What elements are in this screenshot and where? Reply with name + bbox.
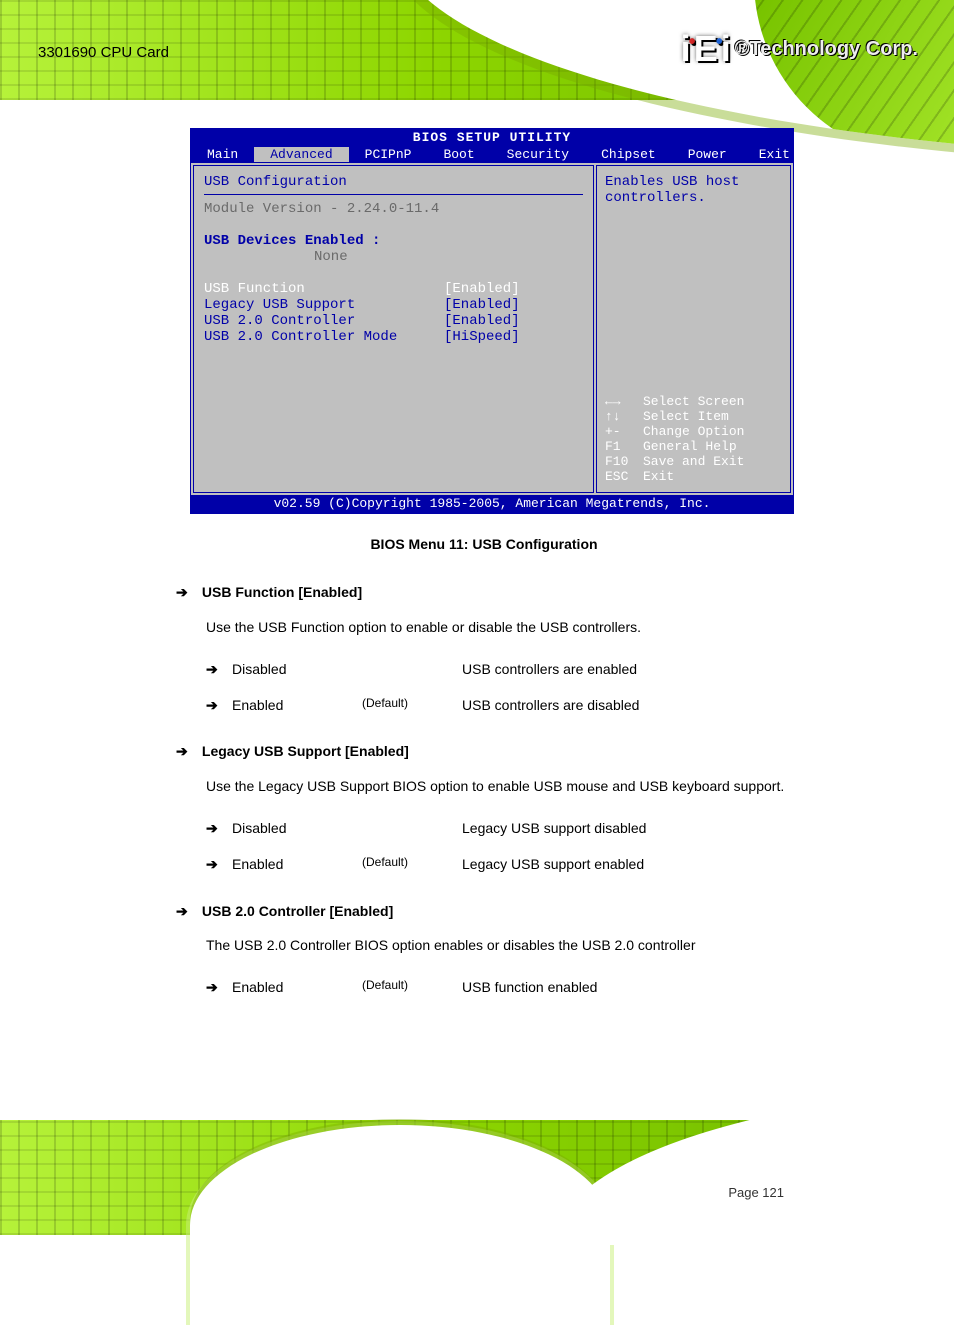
bios-menu-boot[interactable]: Boot [427, 147, 490, 162]
key-desc: Change Option [643, 424, 744, 439]
option-table: ➔ Disabled Legacy USB support disabled ➔… [206, 810, 654, 883]
bios-row-key: USB Function [204, 281, 444, 297]
bios-menu-exit[interactable]: Exit [743, 147, 806, 162]
option-desc: USB controllers are disabled [462, 687, 647, 723]
bios-row-val: [HiSpeed] [444, 329, 520, 345]
option-body: The USB 2.0 Controller BIOS option enabl… [206, 935, 792, 955]
key-desc: Exit [643, 469, 674, 484]
bios-row-usb-function[interactable]: USB Function [Enabled] [204, 281, 583, 297]
option-table: ➔ Enabled (Default) USB function enabled [206, 969, 605, 1005]
running-header: 3301690 CPU Card [38, 44, 169, 61]
option-block-usb-function: ➔ USB Function [Enabled] Use the USB Fun… [176, 582, 792, 723]
bios-devices-value: None [204, 249, 583, 265]
pcb-texture-bottom [0, 1120, 954, 1235]
logo-tagline: ®Technology Corp. [735, 38, 918, 61]
bios-row-usb20-mode[interactable]: USB 2.0 Controller Mode [HiSpeed] [204, 329, 583, 345]
key-esc: ESC [605, 469, 643, 484]
arrow-icon: ➔ [206, 846, 232, 882]
key-f1: F1 [605, 439, 643, 454]
arrow-icon: ➔ [176, 901, 198, 921]
bios-panel-title: USB Configuration [204, 174, 583, 190]
option-default: (Default) [362, 687, 462, 723]
bios-menu-chipset[interactable]: Chipset [585, 147, 672, 162]
key-desc: Save and Exit [643, 454, 744, 469]
option-name: Disabled [232, 651, 362, 687]
bios-row-legacy-usb[interactable]: Legacy USB Support [Enabled] [204, 297, 583, 313]
option-desc: USB function enabled [462, 969, 605, 1005]
bios-screenshot: BIOS SETUP UTILITY Main Advanced PCIPnP … [190, 128, 794, 514]
option-row: ➔ Enabled (Default) USB function enabled [206, 969, 605, 1005]
page-number: Page 121 [728, 1185, 784, 1200]
option-name: Enabled [232, 969, 362, 1005]
bios-row-key: Legacy USB Support [204, 297, 444, 313]
arrow-icon: ➔ [206, 969, 232, 1005]
footer-band: Page 121 [0, 1120, 954, 1235]
option-row: ➔ Enabled (Default) Legacy USB support e… [206, 846, 654, 882]
option-block-legacy-usb: ➔ Legacy USB Support [Enabled] Use the L… [176, 741, 792, 882]
bios-menu-power[interactable]: Power [672, 147, 743, 162]
arrow-icon: ➔ [206, 651, 232, 687]
option-name: Enabled [232, 687, 362, 723]
bios-left-panel: USB Configuration Module Version - 2.24.… [193, 165, 594, 493]
bios-menu-pcipnp[interactable]: PCIPnP [349, 147, 428, 162]
bios-row-key: USB 2.0 Controller Mode [204, 329, 444, 345]
option-body: Use the USB Function option to enable or… [206, 617, 792, 637]
option-title: Legacy USB Support [Enabled] [202, 743, 409, 759]
bios-module-line: Module Version - 2.24.0-11.4 [204, 201, 583, 217]
key-arrows-ud: ↑↓ [605, 409, 643, 424]
option-block-usb20-controller: ➔ USB 2.0 Controller [Enabled] The USB 2… [176, 901, 792, 1006]
option-default [362, 810, 462, 846]
bios-menubar: Main Advanced PCIPnP Boot Security Chips… [191, 145, 793, 163]
bios-footer: v02.59 (C)Copyright 1985-2005, American … [191, 495, 793, 513]
bios-row-val: [Enabled] [444, 281, 520, 297]
bios-row-val: [Enabled] [444, 313, 520, 329]
bios-title: BIOS SETUP UTILITY [191, 129, 793, 145]
option-desc: USB controllers are enabled [462, 651, 647, 687]
key-f10: F10 [605, 454, 643, 469]
bios-menu-advanced[interactable]: Advanced [254, 147, 348, 162]
key-desc: Select Screen [643, 394, 744, 409]
option-default: (Default) [362, 969, 462, 1005]
arrow-icon: ➔ [176, 741, 198, 761]
key-plusminus: +- [605, 424, 643, 439]
key-arrows-lr: ←→ [605, 394, 643, 409]
bios-right-panel: Enables USB host controllers. ←→Select S… [596, 165, 791, 493]
option-body: Use the Legacy USB Support BIOS option t… [206, 776, 792, 796]
bios-key-legend: ←→Select Screen ↑↓Select Item +-Change O… [605, 394, 782, 484]
bios-menu-main[interactable]: Main [191, 147, 254, 162]
key-desc: General Help [643, 439, 737, 454]
figure-caption: BIOS Menu 11: USB Configuration [370, 536, 597, 552]
option-default [362, 651, 462, 687]
option-title: USB Function [Enabled] [202, 584, 362, 600]
footer-swoop-right [554, 1085, 954, 1245]
bios-row-key: USB 2.0 Controller [204, 313, 444, 329]
document-body: BIOS Menu 11: USB Configuration ➔ USB Fu… [176, 534, 792, 1024]
logo-mark: i•E•i [681, 28, 729, 70]
bios-row-val: [Enabled] [444, 297, 520, 313]
key-desc: Select Item [643, 409, 729, 424]
option-name: Enabled [232, 846, 362, 882]
arrow-icon: ➔ [176, 582, 198, 602]
option-desc: Legacy USB support enabled [462, 846, 654, 882]
option-row: ➔ Disabled Legacy USB support disabled [206, 810, 654, 846]
option-desc: Legacy USB support disabled [462, 810, 654, 846]
bios-menu-security[interactable]: Security [491, 147, 585, 162]
option-default: (Default) [362, 846, 462, 882]
option-title: USB 2.0 Controller [Enabled] [202, 903, 393, 919]
arrow-icon: ➔ [206, 810, 232, 846]
bios-help-text: Enables USB host controllers. [605, 174, 782, 206]
bios-devices-header: USB Devices Enabled : [204, 233, 583, 249]
option-row: ➔ Enabled (Default) USB controllers are … [206, 687, 647, 723]
option-name: Disabled [232, 810, 362, 846]
option-row: ➔ Disabled USB controllers are enabled [206, 651, 647, 687]
arrow-icon: ➔ [206, 687, 232, 723]
bios-row-usb20-controller[interactable]: USB 2.0 Controller [Enabled] [204, 313, 583, 329]
footer-swoop-left [190, 1125, 610, 1325]
brand-logo: i•E•i ®Technology Corp. [681, 28, 918, 70]
option-table: ➔ Disabled USB controllers are enabled ➔… [206, 651, 647, 724]
